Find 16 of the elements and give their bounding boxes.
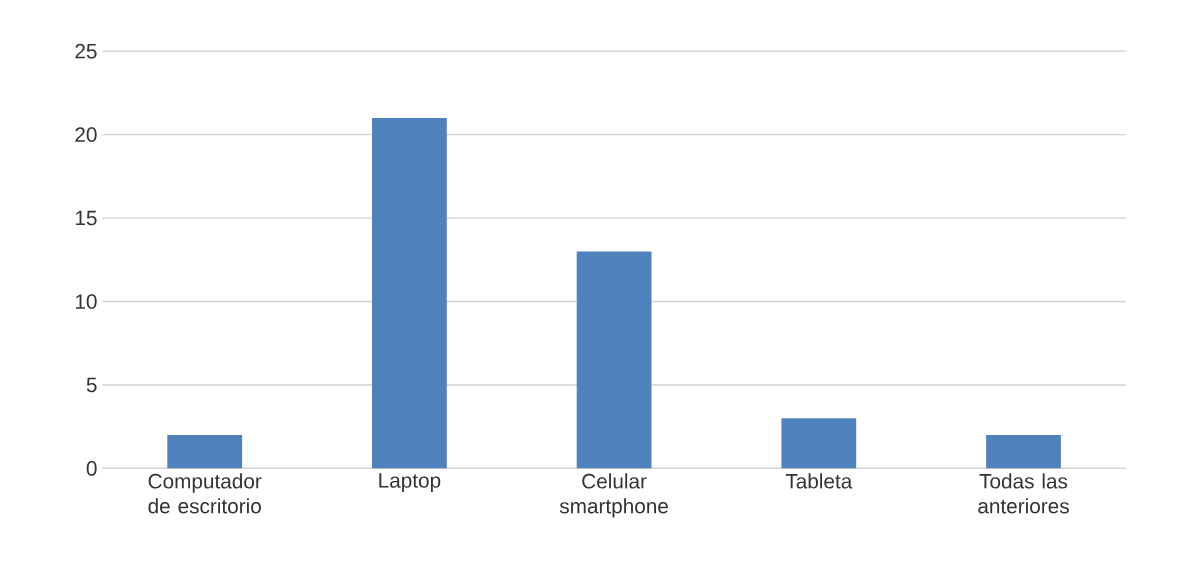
x-tick-label: Todas las anteriores	[978, 473, 1069, 514]
x-tick-label: Laptop	[379, 473, 441, 492]
bar	[781, 418, 857, 469]
y-tick-label: 20	[75, 127, 97, 143]
y-tick-label: 25	[75, 43, 97, 59]
x-tick-label: Celular smartphone	[559, 473, 668, 518]
y-tick-label: 5	[86, 377, 97, 393]
bar	[167, 435, 243, 469]
y-tick-label: 10	[75, 294, 97, 309]
y-tick-label: 0	[86, 461, 97, 476]
bar	[372, 118, 447, 469]
x-tick-label: Tableta	[785, 473, 853, 489]
y-tick-label: 15	[75, 210, 97, 226]
x-tick-label: Computador de escritorio	[148, 473, 262, 514]
bar	[576, 251, 652, 469]
bar	[986, 435, 1061, 469]
